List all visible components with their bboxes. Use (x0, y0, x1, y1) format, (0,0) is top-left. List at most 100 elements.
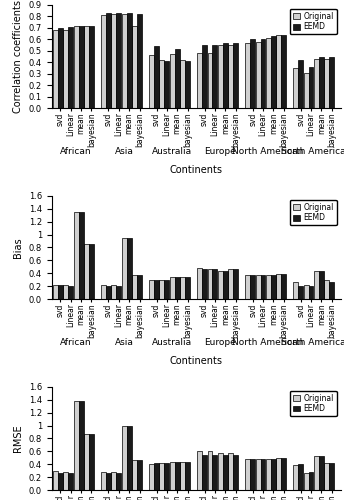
Bar (116, 286, 121, 299)
Bar (260, 274, 266, 299)
Bar (281, 458, 286, 490)
Bar (298, 286, 303, 299)
Text: Sorth American: Sorth American (281, 148, 344, 156)
Bar (293, 282, 298, 299)
Bar (106, 472, 111, 490)
Bar (74, 26, 79, 108)
Bar (281, 35, 286, 108)
Y-axis label: Bias: Bias (13, 237, 23, 258)
Bar (53, 30, 58, 108)
Bar (228, 270, 233, 299)
Bar (271, 274, 276, 299)
Text: Europe: Europe (204, 338, 236, 347)
Text: North American: North American (233, 338, 304, 347)
Bar (180, 276, 185, 299)
Bar (218, 452, 223, 490)
Bar (127, 426, 132, 490)
Text: Continents: Continents (170, 356, 223, 366)
Bar (298, 464, 303, 490)
Bar (223, 454, 228, 490)
Bar (132, 274, 137, 299)
Bar (213, 454, 217, 490)
Bar (175, 276, 180, 299)
Bar (137, 460, 142, 490)
Bar (202, 45, 207, 108)
Bar (84, 244, 89, 299)
Bar (319, 272, 324, 299)
Bar (164, 61, 169, 108)
Bar (266, 38, 271, 108)
Bar (160, 463, 164, 490)
Bar (53, 285, 58, 299)
Bar (63, 472, 68, 490)
Bar (298, 60, 303, 108)
Bar (185, 276, 190, 299)
Bar (250, 459, 255, 490)
Bar (256, 459, 260, 490)
Bar (122, 14, 127, 108)
Bar (329, 282, 334, 299)
Bar (319, 456, 324, 490)
Bar (111, 14, 116, 108)
Bar (233, 454, 238, 490)
Bar (170, 276, 175, 299)
Bar (207, 452, 213, 490)
Bar (207, 270, 213, 299)
Text: North American: North American (233, 148, 304, 156)
Bar (276, 458, 281, 490)
Bar (276, 274, 281, 299)
Bar (170, 462, 175, 490)
Text: Europe: Europe (204, 148, 236, 156)
Bar (79, 26, 84, 108)
Bar (314, 59, 319, 108)
Bar (154, 280, 159, 299)
Text: Asia: Asia (115, 338, 133, 347)
Bar (233, 43, 238, 108)
Bar (266, 459, 271, 490)
Bar (122, 238, 127, 299)
Bar (63, 285, 68, 299)
Bar (58, 28, 63, 108)
Bar (74, 401, 79, 490)
Bar (324, 463, 329, 490)
Bar (260, 40, 266, 108)
Bar (79, 401, 84, 490)
Bar (218, 272, 223, 299)
Bar (106, 286, 111, 299)
Bar (149, 56, 154, 108)
Text: Australia: Australia (152, 148, 192, 156)
Bar (127, 238, 132, 299)
Bar (89, 244, 94, 299)
Bar (228, 452, 233, 490)
Bar (132, 460, 137, 490)
Bar (68, 472, 73, 490)
Bar (111, 285, 116, 299)
Bar (58, 472, 63, 490)
Bar (164, 463, 169, 490)
Bar (160, 60, 164, 108)
Bar (314, 456, 319, 490)
Bar (271, 459, 276, 490)
Bar (329, 463, 334, 490)
Bar (309, 286, 313, 299)
Bar (309, 472, 313, 490)
Bar (271, 36, 276, 108)
Bar (293, 466, 298, 490)
Bar (63, 30, 68, 108)
Bar (304, 472, 309, 490)
Bar (223, 43, 228, 108)
Bar (89, 26, 94, 108)
Bar (154, 463, 159, 490)
Bar (137, 14, 142, 108)
Bar (122, 426, 127, 490)
Y-axis label: Correlation coefficients: Correlation coefficients (13, 0, 23, 113)
Bar (293, 68, 298, 108)
Bar (116, 13, 121, 108)
Bar (228, 45, 233, 108)
Text: Sorth American: Sorth American (281, 338, 344, 347)
Bar (79, 212, 84, 299)
Bar (53, 470, 58, 490)
Legend: Original, EEMD: Original, EEMD (290, 390, 337, 416)
Bar (245, 43, 250, 108)
Bar (160, 280, 164, 299)
